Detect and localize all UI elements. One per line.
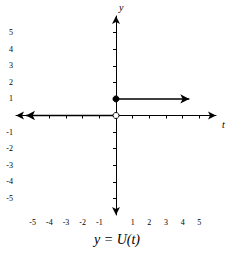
svg-text:4: 4 bbox=[9, 45, 13, 54]
svg-text:-5: -5 bbox=[6, 194, 13, 203]
svg-text:-1: -1 bbox=[6, 128, 13, 137]
svg-text:y: y bbox=[118, 2, 124, 13]
svg-text:1: 1 bbox=[9, 94, 13, 103]
svg-text:2: 2 bbox=[9, 78, 13, 87]
svg-text:-5: -5 bbox=[29, 218, 36, 227]
svg-text:-1: -1 bbox=[96, 218, 103, 227]
svg-text:-3: -3 bbox=[63, 218, 70, 227]
svg-text:2: 2 bbox=[147, 218, 151, 227]
svg-text:t: t bbox=[222, 119, 225, 130]
svg-text:-3: -3 bbox=[6, 161, 13, 170]
svg-text:5: 5 bbox=[197, 218, 201, 227]
svg-text:3: 3 bbox=[164, 218, 168, 227]
svg-text:y = U(t): y = U(t) bbox=[92, 232, 140, 248]
svg-text:5: 5 bbox=[9, 28, 13, 37]
svg-text:1: 1 bbox=[131, 218, 135, 227]
svg-text:4: 4 bbox=[181, 218, 185, 227]
svg-text:3: 3 bbox=[9, 61, 13, 70]
svg-text:-4: -4 bbox=[6, 177, 13, 186]
svg-text:-2: -2 bbox=[79, 218, 86, 227]
svg-text:-2: -2 bbox=[6, 144, 13, 153]
svg-text:-4: -4 bbox=[46, 218, 53, 227]
